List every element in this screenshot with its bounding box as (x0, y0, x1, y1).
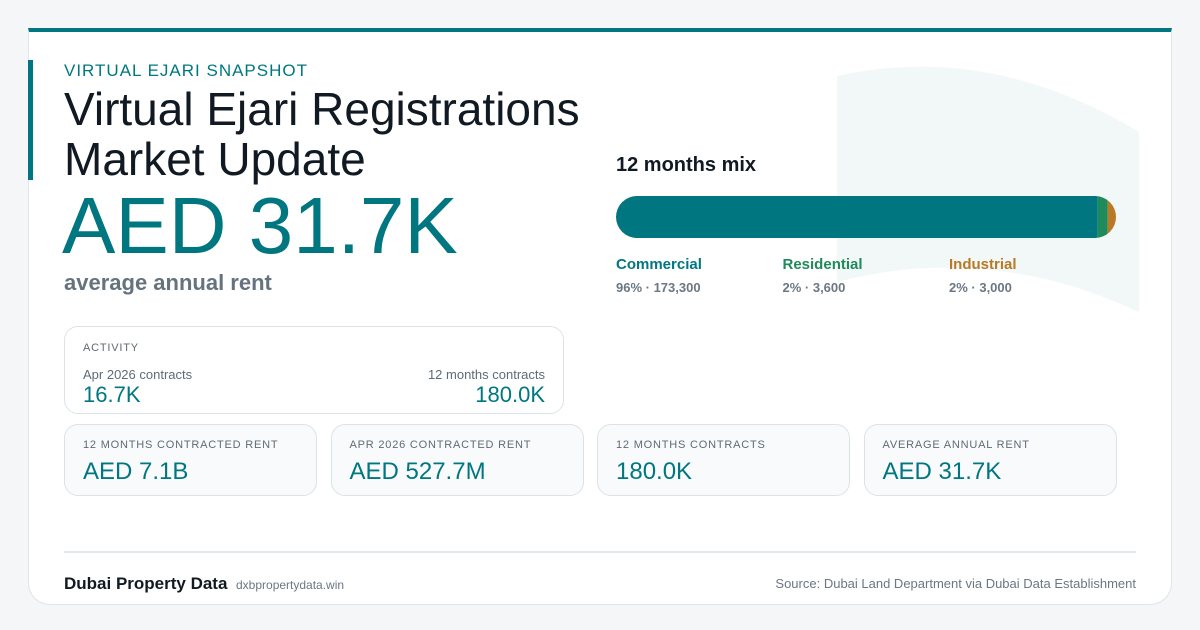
stat-value: AED 31.7K (882, 458, 1002, 485)
footer-site: dxbpropertydata.win (236, 578, 345, 592)
activity-box: ACTIVITY Apr 2026 contracts 16.7K 12 mon… (64, 326, 564, 414)
title-line: Market Update (64, 133, 366, 185)
legend-value: 2% · 3,000 (949, 280, 1012, 295)
stat-label: AVERAGE ANNUAL RENT (882, 439, 1030, 451)
mix-title: 12 months mix (616, 154, 757, 176)
activity-item-label: 12 months contracts (427, 367, 545, 382)
activity-label: ACTIVITY (83, 342, 139, 354)
eyebrow: VIRTUAL EJARI SNAPSHOT (64, 61, 308, 80)
legend-value: 2% · 3,600 (782, 280, 846, 295)
stat-label: APR 2026 CONTRACTED RENT (349, 439, 532, 451)
stat-value: AED 527.7M (349, 458, 486, 485)
legend-name: Residential (782, 256, 863, 273)
title-line: Virtual Ejari Registrations (64, 83, 580, 135)
footer-rule (64, 551, 1136, 553)
mix-segment (1107, 196, 1116, 238)
decor-arc (837, 66, 1139, 312)
footer-brand: Dubai Property Data (64, 574, 228, 593)
accent-bar (28, 60, 33, 180)
stat-label: 12 MONTHS CONTRACTED RENT (83, 439, 279, 451)
stat-value: 180.0K (616, 458, 693, 485)
stat-value: AED 7.1B (83, 458, 189, 485)
headline-caption: average annual rent (64, 270, 272, 295)
stat-card: AVERAGE ANNUAL RENT AED 31.7K (863, 424, 1117, 496)
decor (837, 66, 1139, 312)
legend-name: Commercial (616, 256, 702, 273)
card (28, 28, 1172, 605)
stat-label: 12 MONTHS CONTRACTS (616, 439, 766, 451)
stat-card: 12 MONTHS CONTRACTED RENT AED 7.1B (64, 424, 317, 496)
footer-source: Source: Dubai Land Department via Dubai … (775, 576, 1136, 591)
activity-item-value: 16.7K (83, 382, 141, 407)
mix-segment (1097, 196, 1108, 238)
mix-segment (616, 196, 1098, 238)
activity-item-value: 180.0K (475, 382, 545, 407)
headline: AED 31.7K (62, 181, 458, 270)
legend-value: 96% · 173,300 (616, 280, 701, 295)
mix-bar (616, 196, 1116, 238)
legend-name: Industrial (949, 256, 1017, 273)
stat-card: APR 2026 CONTRACTED RENT AED 527.7M (330, 424, 584, 496)
stat-card: 12 MONTHS CONTRACTS 180.0K (597, 424, 850, 496)
activity-item-label: Apr 2026 contracts (83, 367, 193, 382)
